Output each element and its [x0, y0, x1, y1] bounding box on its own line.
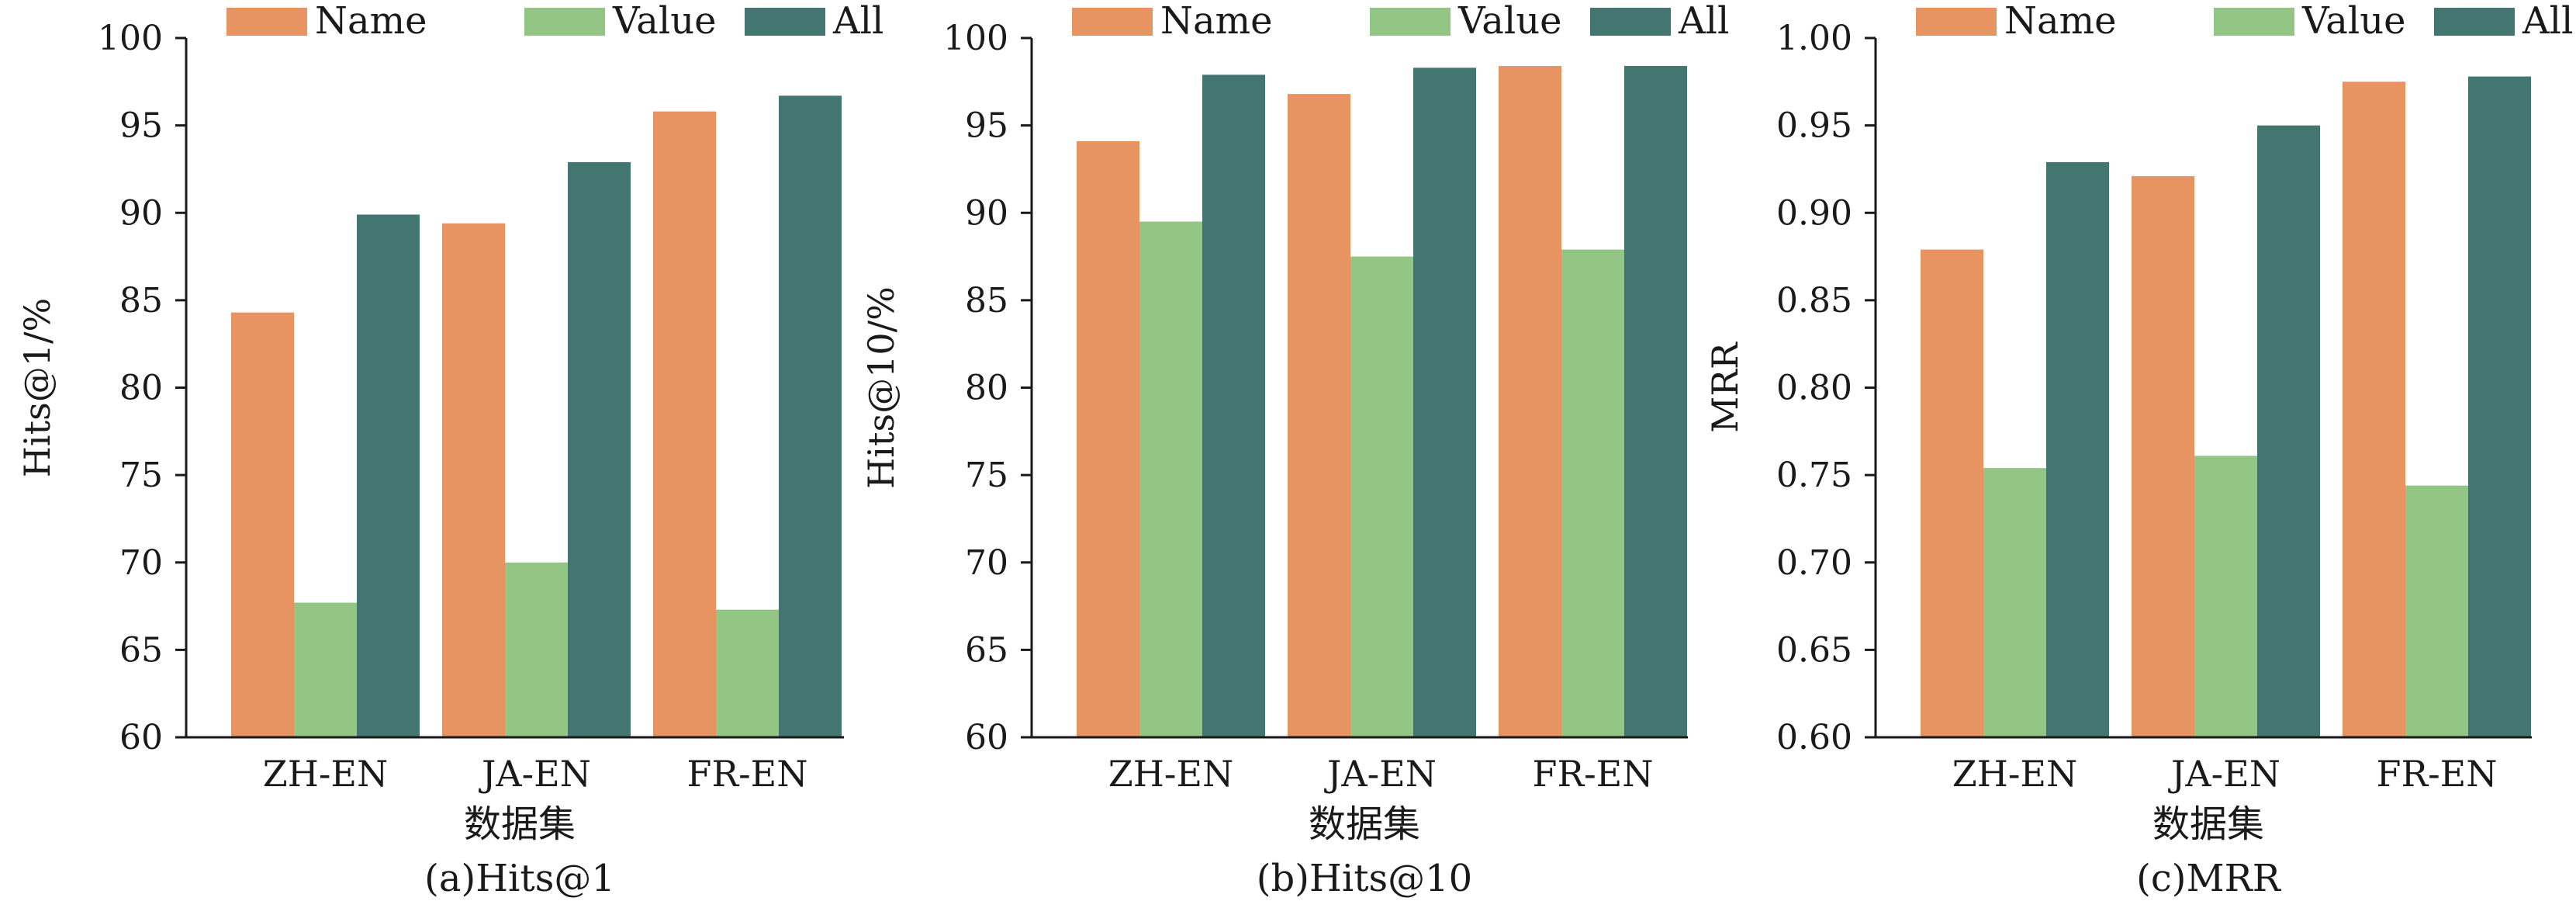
y-tick-label: 65 — [119, 630, 163, 670]
chart-panel-2: ZH-EN JA-EN FR-EN 60 65 70 75 80 85 90 95 100 Hits@1… — [860, 0, 1729, 900]
bar-name-fr-en — [2343, 81, 2405, 737]
bar-value-fr-en — [716, 609, 779, 737]
bar-name-zh-en — [1921, 249, 1983, 737]
y-tick-label: 80 — [965, 369, 1008, 408]
y-axis-title: MRR — [1704, 341, 1746, 433]
y-tick-label: 0.80 — [1776, 369, 1852, 408]
y-axis-title: Hits@10/% — [860, 286, 902, 489]
y-tick-label: 100 — [943, 19, 1008, 58]
legend-swatch-name — [226, 8, 307, 36]
bar-all-ja-en — [568, 161, 631, 738]
legend-swatch-all — [1590, 8, 1671, 36]
x-axis-title: 数据集 — [2152, 802, 2264, 846]
y-tick-label: 75 — [965, 456, 1008, 495]
x-tick-label: JA-EN — [479, 753, 591, 795]
bar-all-ja-en — [2257, 125, 2320, 737]
legend-swatch-value — [1370, 8, 1451, 36]
bar-value-zh-en — [294, 602, 357, 737]
chart-caption: (b)Hits@10 — [1257, 857, 1472, 900]
y-tick-label: 85 — [119, 281, 163, 321]
x-axis-title: 数据集 — [1309, 802, 1420, 846]
bar-value-ja-en — [1350, 256, 1413, 737]
bar-all-fr-en — [1624, 66, 1687, 738]
legend-swatch-name — [1916, 8, 1997, 36]
chart-panel-1: ZH-EN JA-EN FR-EN 60 65 70 75 80 85 90 95 100 Hits@1… — [16, 0, 883, 900]
bar-value-zh-en — [1983, 468, 2046, 737]
chart-panel-3: ZH-EN JA-EN FR-EN 0.60 0.65 0.70 0.75 0.80 0.85 0… — [1704, 0, 2573, 900]
legend-label-name: Name — [315, 0, 427, 43]
bar-name-zh-en — [231, 312, 294, 738]
x-tick-label: FR-EN — [2377, 753, 2498, 795]
chart-caption: (c)MRR — [2136, 857, 2282, 900]
legend: Name Value All — [1072, 0, 1729, 43]
bar-all-zh-en — [357, 214, 420, 737]
y-tick-label: 90 — [119, 193, 163, 233]
y-tick-label: 70 — [965, 543, 1008, 583]
bar-value-ja-en — [505, 562, 568, 737]
y-tick-label: 75 — [119, 456, 163, 495]
bar-name-ja-en — [2132, 175, 2194, 737]
bar-value-fr-en — [1561, 249, 1624, 737]
x-tick-label: ZH-EN — [1952, 753, 2077, 795]
x-tick-label: JA-EN — [1324, 753, 1437, 795]
legend-label-all: All — [1678, 0, 1729, 43]
y-tick-label: 60 — [119, 718, 163, 757]
bar-name-ja-en — [442, 223, 505, 737]
bar-all-ja-en — [1413, 68, 1476, 738]
x-tick-label: FR-EN — [1533, 753, 1654, 795]
bar-value-fr-en — [2405, 485, 2468, 737]
legend: Name Value All — [226, 0, 883, 43]
y-axis-title: Hits@1/% — [16, 298, 58, 477]
legend: Name Value All — [1916, 0, 2573, 43]
bar-name-zh-en — [1077, 140, 1139, 737]
bar-name-fr-en — [1499, 66, 1561, 738]
y-tick-label: 0.60 — [1776, 718, 1852, 757]
y-tick-label: 95 — [965, 106, 1008, 146]
y-tick-label: 100 — [98, 19, 163, 58]
legend-label-all: All — [832, 0, 883, 43]
bar-value-zh-en — [1139, 221, 1202, 737]
y-tick-label: 0.70 — [1776, 543, 1852, 583]
x-tick-label: ZH-EN — [1108, 753, 1233, 795]
x-axis-title: 数据集 — [464, 802, 576, 846]
bar-all-zh-en — [2046, 161, 2109, 738]
legend-swatch-all — [2434, 8, 2515, 36]
bar-all-fr-en — [779, 95, 842, 737]
legend-swatch-all — [745, 8, 825, 36]
bar-all-fr-en — [2468, 76, 2531, 738]
y-tick-label: 70 — [119, 543, 163, 583]
y-tick-label: 85 — [965, 281, 1008, 321]
legend-label-all: All — [2522, 0, 2573, 43]
y-tick-label: 95 — [119, 106, 163, 146]
y-tick-label: 0.95 — [1776, 106, 1852, 146]
x-tick-label: JA-EN — [2168, 753, 2280, 795]
legend-label-name: Name — [2004, 0, 2117, 43]
bar-value-ja-en — [2194, 456, 2257, 737]
legend-label-name: Name — [1160, 0, 1273, 43]
legend-swatch-value — [524, 8, 605, 36]
x-tick-label: FR-EN — [687, 753, 808, 795]
y-tick-label: 60 — [965, 718, 1008, 757]
bar-name-ja-en — [1288, 94, 1350, 737]
legend-label-value: Value — [612, 0, 717, 43]
legend-label-value: Value — [2301, 0, 2406, 43]
y-tick-label: 90 — [965, 193, 1008, 233]
y-tick-label: 80 — [119, 369, 163, 408]
x-tick-label: ZH-EN — [263, 753, 388, 795]
y-tick-label: 65 — [965, 630, 1008, 670]
y-tick-label: 0.85 — [1776, 281, 1852, 321]
legend-label-value: Value — [1457, 0, 1562, 43]
chart-caption: (a)Hits@1 — [424, 857, 615, 900]
bar-name-fr-en — [653, 111, 716, 738]
y-tick-label: 1.00 — [1776, 19, 1852, 58]
y-tick-label: 0.65 — [1776, 630, 1852, 670]
y-tick-label: 0.90 — [1776, 193, 1852, 233]
y-tick-label: 0.75 — [1776, 456, 1852, 495]
bar-all-zh-en — [1202, 75, 1265, 738]
legend-swatch-value — [2214, 8, 2294, 36]
legend-swatch-name — [1072, 8, 1153, 36]
